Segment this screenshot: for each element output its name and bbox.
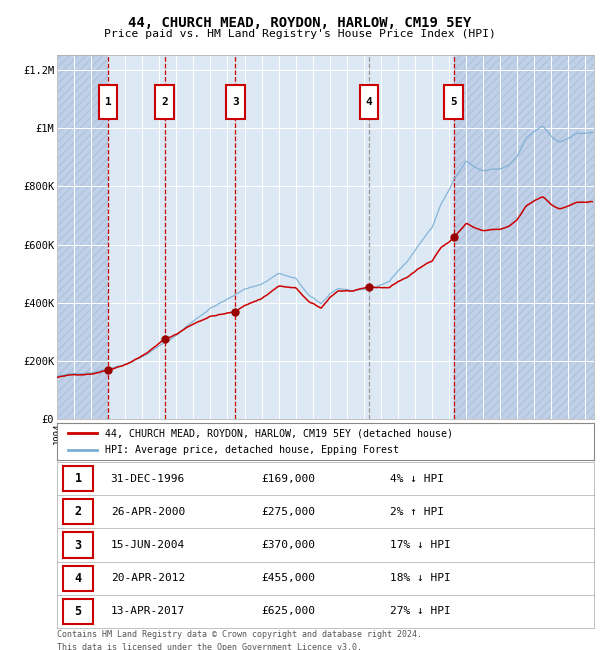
Text: 1: 1 — [74, 472, 82, 485]
FancyBboxPatch shape — [359, 85, 379, 119]
Text: 18% ↓ HPI: 18% ↓ HPI — [390, 573, 451, 583]
FancyBboxPatch shape — [64, 566, 93, 591]
Text: £370,000: £370,000 — [261, 540, 315, 550]
Text: Price paid vs. HM Land Registry's House Price Index (HPI): Price paid vs. HM Land Registry's House … — [104, 29, 496, 39]
Text: 13-APR-2017: 13-APR-2017 — [111, 606, 185, 616]
Text: £169,000: £169,000 — [261, 474, 315, 484]
Text: 5: 5 — [74, 604, 82, 617]
Text: HPI: Average price, detached house, Epping Forest: HPI: Average price, detached house, Eppi… — [106, 445, 400, 455]
FancyBboxPatch shape — [64, 466, 93, 491]
Text: 4: 4 — [365, 97, 373, 107]
Text: This data is licensed under the Open Government Licence v3.0.: This data is licensed under the Open Gov… — [57, 643, 362, 650]
FancyBboxPatch shape — [155, 85, 174, 119]
Text: £625,000: £625,000 — [261, 606, 315, 616]
Bar — [454, 55, 594, 419]
FancyBboxPatch shape — [64, 599, 93, 624]
Text: £275,000: £275,000 — [261, 507, 315, 517]
Text: 1: 1 — [104, 97, 112, 107]
Text: 44, CHURCH MEAD, ROYDON, HARLOW, CM19 5EY (detached house): 44, CHURCH MEAD, ROYDON, HARLOW, CM19 5E… — [106, 428, 454, 438]
Text: 17% ↓ HPI: 17% ↓ HPI — [390, 540, 451, 550]
Bar — [57, 55, 108, 419]
Text: 20-APR-2012: 20-APR-2012 — [111, 573, 185, 583]
Bar — [454, 55, 594, 419]
Text: £455,000: £455,000 — [261, 573, 315, 583]
FancyBboxPatch shape — [98, 85, 118, 119]
Text: 26-APR-2000: 26-APR-2000 — [111, 507, 185, 517]
Text: 4% ↓ HPI: 4% ↓ HPI — [390, 474, 444, 484]
Text: Contains HM Land Registry data © Crown copyright and database right 2024.: Contains HM Land Registry data © Crown c… — [57, 630, 422, 639]
Text: 5: 5 — [451, 97, 457, 107]
FancyBboxPatch shape — [64, 499, 93, 525]
FancyBboxPatch shape — [445, 85, 463, 119]
Text: 2% ↑ HPI: 2% ↑ HPI — [390, 507, 444, 517]
FancyBboxPatch shape — [226, 85, 245, 119]
Text: 4: 4 — [74, 572, 82, 585]
Text: 15-JUN-2004: 15-JUN-2004 — [111, 540, 185, 550]
Text: 2: 2 — [161, 97, 168, 107]
Text: 27% ↓ HPI: 27% ↓ HPI — [390, 606, 451, 616]
Text: 3: 3 — [232, 97, 239, 107]
Text: 44, CHURCH MEAD, ROYDON, HARLOW, CM19 5EY: 44, CHURCH MEAD, ROYDON, HARLOW, CM19 5E… — [128, 16, 472, 31]
Bar — [57, 55, 108, 419]
Text: 31-DEC-1996: 31-DEC-1996 — [111, 474, 185, 484]
Text: 3: 3 — [74, 538, 82, 551]
Text: 2: 2 — [74, 506, 82, 519]
FancyBboxPatch shape — [64, 532, 93, 558]
